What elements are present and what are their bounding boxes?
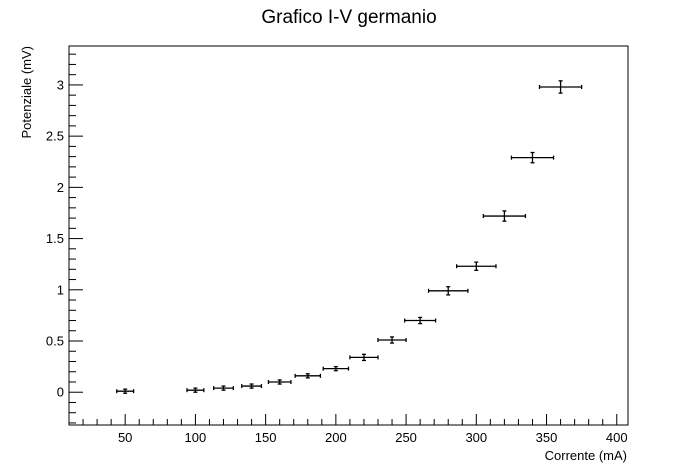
y-tick-label: 2.5	[46, 129, 64, 144]
y-tick-label: 1.5	[46, 231, 64, 246]
y-tick-label: 0.5	[46, 334, 64, 349]
y-tick-label: 1	[57, 282, 64, 297]
y-tick-label: 0	[57, 385, 64, 400]
y-axis-label: Potenziale (mV)	[19, 46, 34, 138]
data-point	[186, 387, 205, 393]
data-point	[294, 373, 322, 379]
data-point	[538, 80, 583, 94]
x-tick-labels: 50 100 150 200 250 300 350 400	[118, 430, 628, 445]
x-tick-label: 100	[185, 430, 207, 445]
data-points	[116, 80, 583, 394]
x-tick-label: 200	[325, 430, 347, 445]
data-point	[455, 261, 497, 271]
x-tick-label: 250	[395, 430, 417, 445]
data-point	[349, 353, 379, 362]
data-point	[267, 379, 292, 385]
y-tick-label: 2	[57, 180, 64, 195]
data-point	[116, 388, 135, 394]
x-tick-label: 350	[536, 430, 558, 445]
data-point	[322, 365, 350, 372]
x-tick-label: 150	[255, 430, 277, 445]
x-tick-label: 400	[606, 430, 628, 445]
data-point	[213, 385, 234, 391]
x-tick-label: 50	[118, 430, 132, 445]
data-point	[377, 336, 407, 344]
data-point	[482, 210, 527, 222]
x-axis-label: Corrente (mA)	[545, 448, 627, 463]
plot-frame	[68, 45, 629, 426]
axis-ticks	[68, 53, 618, 425]
x-tick-label: 300	[465, 430, 487, 445]
chart-title: Grafico I-V germanio	[261, 7, 436, 28]
y-tick-labels: 0 0.5 1 1.5 2 2.5 3	[46, 77, 64, 399]
data-point	[510, 151, 555, 164]
data-point	[404, 316, 437, 325]
data-point	[241, 383, 263, 389]
y-tick-label: 3	[57, 77, 64, 92]
data-point	[427, 286, 469, 296]
